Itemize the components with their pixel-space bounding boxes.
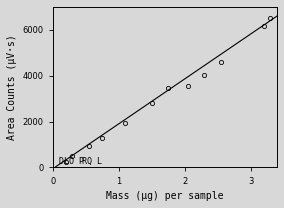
Text: DLO P: DLO P <box>59 157 84 166</box>
X-axis label: Mass (μg) per sample: Mass (μg) per sample <box>106 191 224 201</box>
Text: RQ L: RQ L <box>82 157 102 166</box>
Y-axis label: Area Counts (μV·s): Area Counts (μV·s) <box>7 34 17 140</box>
